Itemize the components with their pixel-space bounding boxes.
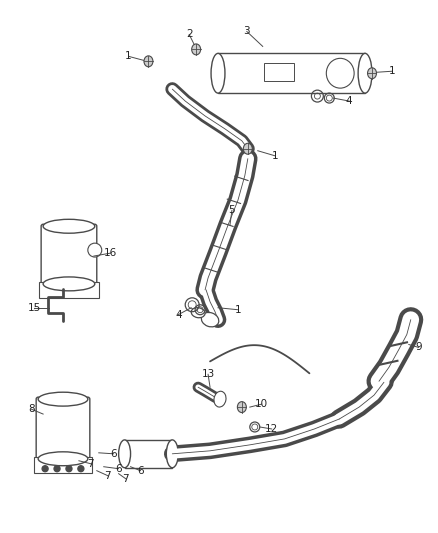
Text: 1: 1 [271, 151, 278, 161]
Ellipse shape [201, 312, 219, 327]
Text: 16: 16 [104, 248, 117, 258]
Text: 4: 4 [346, 96, 353, 106]
Ellipse shape [214, 391, 226, 407]
FancyBboxPatch shape [124, 440, 172, 468]
FancyBboxPatch shape [36, 397, 90, 461]
Ellipse shape [211, 53, 225, 93]
Ellipse shape [119, 440, 131, 468]
Ellipse shape [192, 44, 201, 55]
Circle shape [54, 466, 60, 472]
Ellipse shape [326, 58, 354, 88]
Ellipse shape [166, 440, 178, 468]
FancyBboxPatch shape [218, 53, 365, 93]
Ellipse shape [144, 56, 153, 67]
Ellipse shape [38, 392, 88, 406]
Ellipse shape [88, 243, 102, 257]
Text: 6: 6 [137, 466, 144, 475]
Text: 3: 3 [244, 27, 250, 36]
Text: 10: 10 [255, 399, 268, 409]
Text: 7: 7 [122, 474, 129, 483]
Circle shape [78, 466, 84, 472]
Text: 7: 7 [88, 459, 94, 469]
Text: 6: 6 [115, 464, 122, 474]
Ellipse shape [43, 277, 95, 291]
Circle shape [42, 466, 48, 472]
Text: 15: 15 [28, 303, 41, 313]
Text: 1: 1 [389, 66, 395, 76]
Text: 6: 6 [110, 449, 117, 459]
Text: 9: 9 [415, 343, 422, 352]
Text: 8: 8 [28, 404, 35, 414]
Ellipse shape [367, 68, 377, 79]
FancyBboxPatch shape [264, 63, 293, 81]
Ellipse shape [38, 452, 88, 466]
Text: 1: 1 [235, 305, 241, 314]
FancyBboxPatch shape [41, 224, 97, 286]
Circle shape [66, 466, 72, 472]
Ellipse shape [237, 402, 246, 413]
Ellipse shape [43, 219, 95, 233]
Ellipse shape [244, 143, 252, 154]
FancyBboxPatch shape [39, 282, 99, 298]
Text: 2: 2 [186, 29, 193, 39]
Text: 1: 1 [125, 51, 132, 61]
Text: 4: 4 [175, 310, 182, 320]
Ellipse shape [191, 308, 205, 318]
Text: 12: 12 [265, 424, 278, 434]
FancyBboxPatch shape [34, 457, 92, 473]
Text: 7: 7 [104, 471, 111, 481]
Text: 5: 5 [229, 205, 235, 215]
Text: 13: 13 [201, 369, 215, 379]
Ellipse shape [358, 53, 372, 93]
